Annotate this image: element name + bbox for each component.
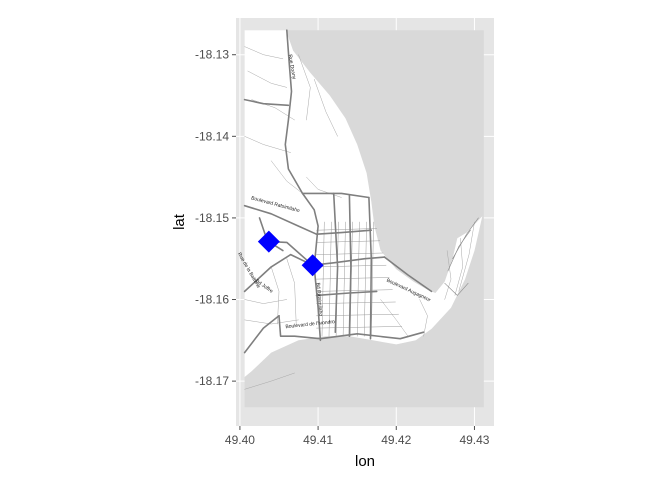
minor-road <box>454 238 463 296</box>
minor-road <box>286 258 297 325</box>
x-tick-label: 49.43 <box>459 433 489 447</box>
minor-road <box>270 266 280 325</box>
grid-street <box>316 228 377 231</box>
minor-road <box>313 78 338 137</box>
major-road <box>368 196 373 340</box>
x-axis-title: lon <box>355 453 375 470</box>
grid-street <box>316 252 384 255</box>
pier-outline <box>444 282 469 296</box>
minor-road <box>244 136 291 153</box>
major-road <box>315 229 373 235</box>
y-tick-label: -18.13 <box>195 48 229 62</box>
street-label: Bd Ratsimilaho <box>315 282 324 316</box>
minor-road <box>419 299 428 337</box>
y-tick-label: -18.14 <box>195 129 229 143</box>
grid-street <box>316 240 381 243</box>
minor-road <box>380 299 409 337</box>
street-label: Rue Doany <box>287 54 297 80</box>
y-tick-label: -18.17 <box>195 374 229 388</box>
x-tick-label: 49.40 <box>225 433 255 447</box>
major-road <box>243 314 280 354</box>
grid-street <box>328 221 332 337</box>
major-road <box>315 290 378 297</box>
x-tick-label: 49.41 <box>303 433 333 447</box>
major-road <box>348 194 352 338</box>
major-road <box>383 256 433 293</box>
major-road <box>243 253 314 293</box>
major-road <box>243 98 290 107</box>
grid-street <box>316 289 393 292</box>
major-road <box>278 314 425 340</box>
x-tick-label: 49.42 <box>381 433 411 447</box>
major-road <box>301 192 370 199</box>
grid-street <box>356 221 360 337</box>
major-road <box>332 192 339 334</box>
minor-road <box>270 160 303 194</box>
major-road <box>301 192 322 342</box>
major-road <box>311 256 386 267</box>
land-area <box>244 30 483 377</box>
x-axis: 49.40 49.41 49.42 49.43 <box>225 426 490 447</box>
minor-road <box>247 70 288 88</box>
grid-street <box>316 313 399 317</box>
minor-road <box>244 299 288 304</box>
street-label: Boulevard de l'Ivondro <box>285 319 335 330</box>
minor-road <box>244 372 295 390</box>
minor-road <box>298 54 311 121</box>
grid-street <box>316 326 402 329</box>
y-tick-label: -18.16 <box>195 293 229 307</box>
data-point-diamond <box>257 230 280 253</box>
grid-street <box>342 221 346 337</box>
minor-road <box>244 319 299 325</box>
major-road <box>243 204 318 235</box>
grid-street <box>316 277 390 280</box>
y-axis-title: lat <box>171 213 188 230</box>
data-points <box>257 230 324 277</box>
data-point-diamond <box>301 254 324 277</box>
grid-street <box>316 301 396 304</box>
y-axis: -18.13 -18.14 -18.15 -18.16 -18.17 <box>195 48 236 388</box>
pier-outline <box>447 229 471 272</box>
minor-road <box>244 46 284 60</box>
minor-road <box>458 221 475 292</box>
minor-road <box>444 250 452 300</box>
major-road <box>284 29 304 195</box>
y-tick-label: -18.15 <box>195 211 229 225</box>
